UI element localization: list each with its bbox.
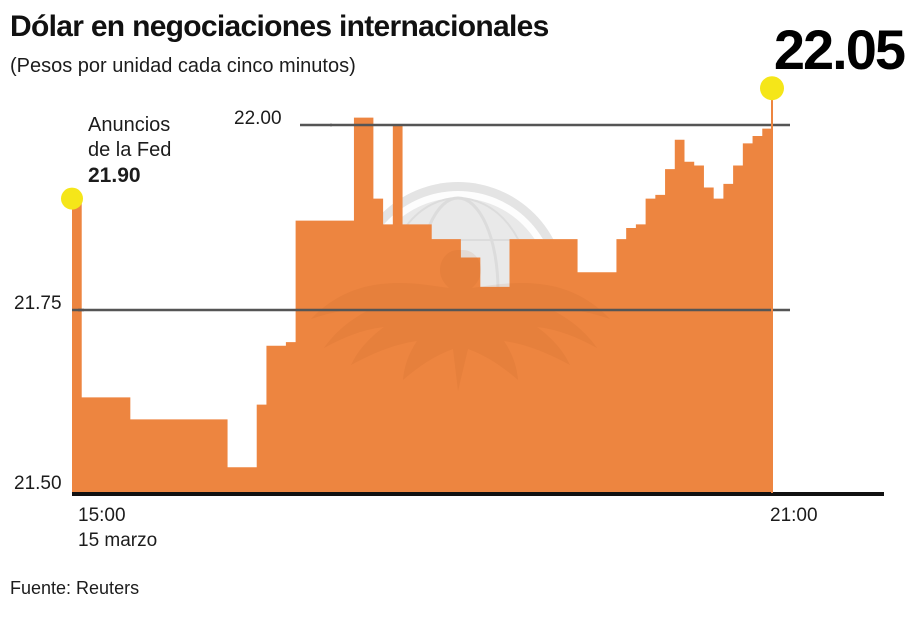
marker-dot-end [760,76,784,101]
y-axis-label-22-00: 22.00 [234,108,282,129]
y-axis-label-21-75: 21.75 [14,293,62,314]
page-title: Dólar en negociaciones internacionales [10,10,549,43]
x-axis-label-start-date: 15 marzo [78,530,158,551]
x-axis-label-start-time: 15:00 [78,505,126,526]
chart-subtitle: (Pesos por unidad cada cinco minutos) [10,55,356,77]
annotation-line-2: de la Fed [88,139,172,161]
fed-announcement-annotation: Anuncios de la Fed 21.90 [88,113,288,188]
source-note: Fuente: Reuters [10,578,140,598]
price-area-series [72,88,772,493]
annotation-value: 21.90 [88,164,141,187]
marker-dot-start [61,187,83,210]
y-axis-label-21-50: 21.50 [14,473,62,494]
watermark-eagle-icon [311,250,610,391]
headline-value: 22.05 [773,18,906,81]
annotation-line-1: Anuncios [88,114,171,136]
x-axis-label-end-time: 21:00 [770,505,818,526]
